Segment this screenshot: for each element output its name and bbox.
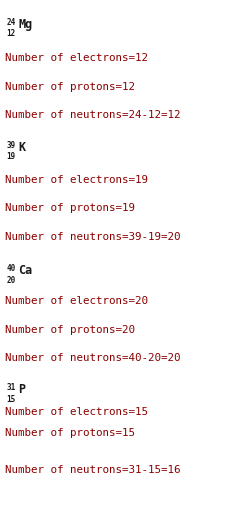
Text: Number of electrons=19: Number of electrons=19	[5, 174, 147, 184]
Text: Number of electrons=12: Number of electrons=12	[5, 53, 147, 63]
Text: Number of electrons=20: Number of electrons=20	[5, 295, 147, 306]
Text: Number of neutrons=31-15=16: Number of neutrons=31-15=16	[5, 464, 179, 474]
Text: Mg: Mg	[18, 18, 33, 31]
Text: 31: 31	[6, 382, 16, 391]
Text: Number of protons=19: Number of protons=19	[5, 203, 134, 213]
Text: 12: 12	[6, 29, 16, 38]
Text: 40: 40	[6, 264, 16, 273]
Text: Ca: Ca	[18, 264, 33, 277]
Text: 19: 19	[6, 152, 16, 161]
Text: Number of electrons=15: Number of electrons=15	[5, 407, 147, 417]
Text: 24: 24	[6, 18, 16, 27]
Text: K: K	[18, 140, 25, 154]
Text: 39: 39	[6, 140, 16, 149]
Text: Number of protons=15: Number of protons=15	[5, 427, 134, 437]
Text: Number of protons=20: Number of protons=20	[5, 324, 134, 334]
Text: 15: 15	[6, 394, 16, 403]
Text: Number of protons=12: Number of protons=12	[5, 82, 134, 92]
Text: Number of neutrons=40-20=20: Number of neutrons=40-20=20	[5, 352, 179, 363]
Text: P: P	[18, 382, 25, 395]
Text: Number of neutrons=24-12=12: Number of neutrons=24-12=12	[5, 110, 179, 120]
Text: Number of neutrons=39-19=20: Number of neutrons=39-19=20	[5, 231, 179, 241]
Text: 20: 20	[6, 275, 16, 284]
